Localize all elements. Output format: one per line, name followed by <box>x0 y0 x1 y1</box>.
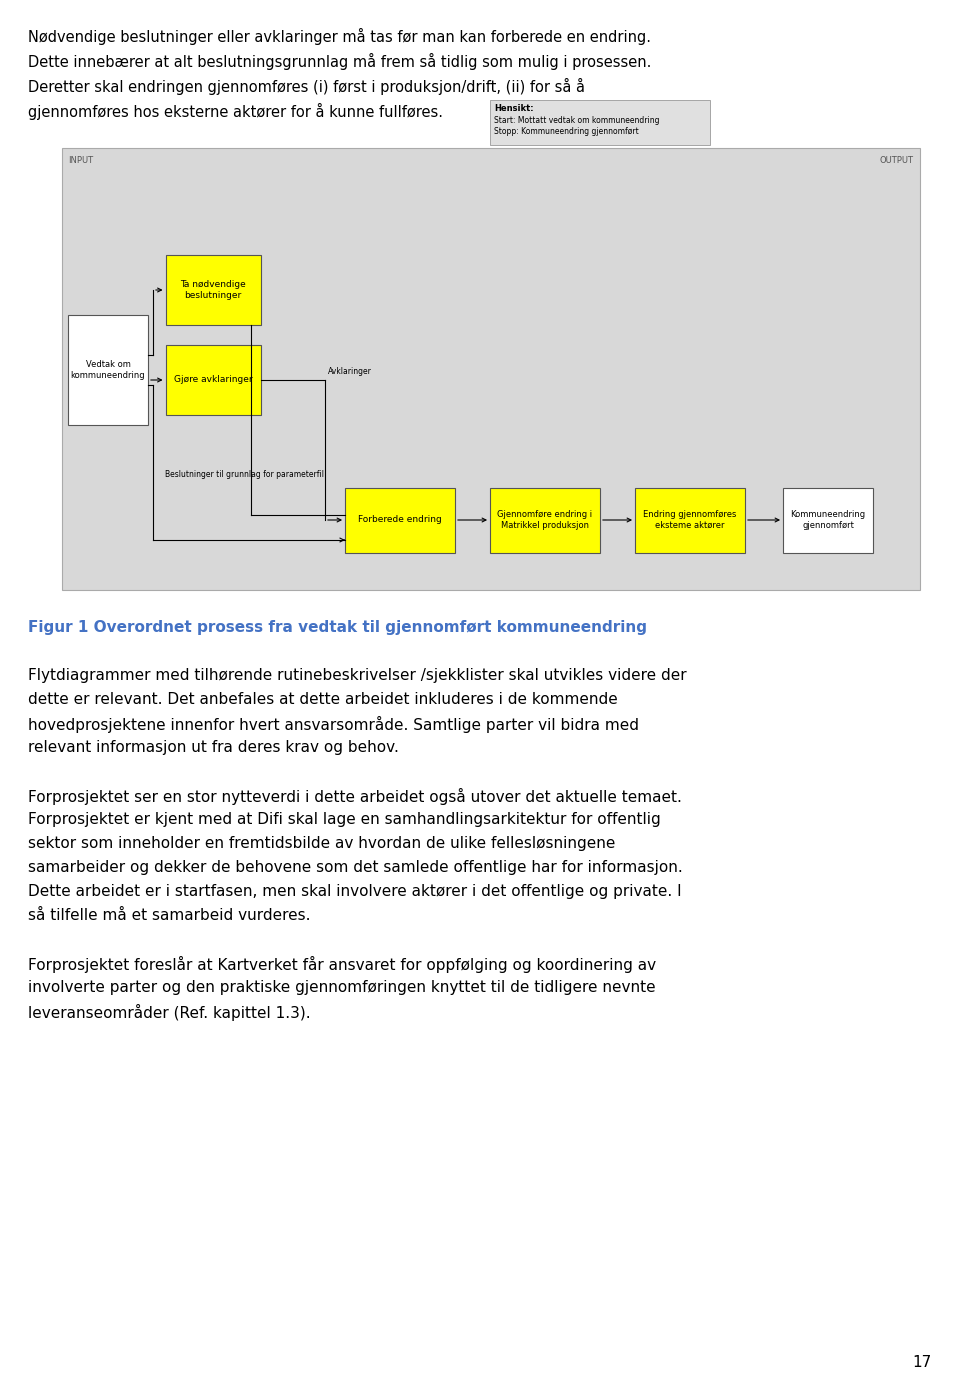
Text: Forprosjektet ser en stor nytteverdi i dette arbeidet også utover det aktuelle t: Forprosjektet ser en stor nytteverdi i d… <box>28 788 682 805</box>
Text: samarbeider og dekker de behovene som det samlede offentlige har for informasjon: samarbeider og dekker de behovene som de… <box>28 860 683 875</box>
Text: 17: 17 <box>913 1355 932 1370</box>
Bar <box>490 101 710 145</box>
Text: Flytdiagrammer med tilhørende rutinebeskrivelser /sjekklister skal utvikles vide: Flytdiagrammer med tilhørende rutinebesk… <box>28 668 686 684</box>
Text: Dette innebærer at alt beslutningsgrunnlag må frem så tidlig som mulig i prosess: Dette innebærer at alt beslutningsgrunnl… <box>28 53 652 70</box>
Bar <box>783 488 873 552</box>
Text: Hensikt:: Hensikt: <box>494 103 534 113</box>
Bar <box>490 488 600 552</box>
Text: dette er relevant. Det anbefales at dette arbeidet inkluderes i de kommende: dette er relevant. Det anbefales at dett… <box>28 692 617 707</box>
Bar <box>68 315 148 425</box>
Text: involverte parter og den praktiske gjennomføringen knyttet til de tidligere nevn: involverte parter og den praktiske gjenn… <box>28 980 656 995</box>
Text: Dette arbeidet er i startfasen, men skal involvere aktører i det offentlige og p: Dette arbeidet er i startfasen, men skal… <box>28 884 682 899</box>
Text: Gjennomføre endring i
Matrikkel produksjon: Gjennomføre endring i Matrikkel produksj… <box>497 510 592 530</box>
Bar <box>62 148 920 590</box>
Text: gjennomføres hos eksterne aktører for å kunne fullføres.: gjennomføres hos eksterne aktører for å … <box>28 103 443 120</box>
Text: sektor som inneholder en fremtidsbilde av hvordan de ulike fellesløsningene: sektor som inneholder en fremtidsbilde a… <box>28 836 615 851</box>
Text: Ta nødvendige
beslutninger: Ta nødvendige beslutninger <box>180 280 246 301</box>
Text: Kommuneendring
gjennomført: Kommuneendring gjennomført <box>790 510 866 530</box>
Text: Deretter skal endringen gjennomføres (i) først i produksjon/drift, (ii) for så å: Deretter skal endringen gjennomføres (i)… <box>28 78 585 95</box>
Text: Avklaringer: Avklaringer <box>328 368 372 376</box>
Text: hovedprosjektene innenfor hvert ansvarsområde. Samtlige parter vil bidra med: hovedprosjektene innenfor hvert ansvarso… <box>28 716 639 733</box>
Text: Gjøre avklaringer: Gjøre avklaringer <box>174 376 252 384</box>
Text: leveranseområder (Ref. kapittel 1.3).: leveranseområder (Ref. kapittel 1.3). <box>28 1004 311 1021</box>
Text: så tilfelle må et samarbeid vurderes.: så tilfelle må et samarbeid vurderes. <box>28 907 310 923</box>
Text: Forberede endring: Forberede endring <box>358 516 442 524</box>
Text: Nødvendige beslutninger eller avklaringer må tas før man kan forberede en endrin: Nødvendige beslutninger eller avklaringe… <box>28 28 651 45</box>
Text: INPUT: INPUT <box>68 157 93 165</box>
Text: relevant informasjon ut fra deres krav og behov.: relevant informasjon ut fra deres krav o… <box>28 740 398 755</box>
Text: Figur 1 Overordnet prosess fra vedtak til gjennomført kommuneendring: Figur 1 Overordnet prosess fra vedtak ti… <box>28 619 647 635</box>
Text: OUTPUT: OUTPUT <box>880 157 914 165</box>
Bar <box>635 488 745 552</box>
Text: Start: Mottatt vedtak om kommuneendring: Start: Mottatt vedtak om kommuneendring <box>494 116 660 124</box>
Text: Forprosjektet foreslår at Kartverket får ansvaret for oppfølging og koordinering: Forprosjektet foreslår at Kartverket får… <box>28 956 656 973</box>
Bar <box>165 254 260 324</box>
Text: Forprosjektet er kjent med at Difi skal lage en samhandlingsarkitektur for offen: Forprosjektet er kjent med at Difi skal … <box>28 812 660 828</box>
Text: Vedtak om
kommuneendring: Vedtak om kommuneendring <box>71 359 145 380</box>
Bar <box>165 345 260 415</box>
Bar <box>345 488 455 552</box>
Text: Beslutninger til grunnlag for parameterfil: Beslutninger til grunnlag for parameterf… <box>165 470 324 480</box>
Text: Stopp: Kommuneendring gjennomført: Stopp: Kommuneendring gjennomført <box>494 127 638 136</box>
Text: Endring gjennomføres
eksteme aktører: Endring gjennomføres eksteme aktører <box>643 510 736 530</box>
